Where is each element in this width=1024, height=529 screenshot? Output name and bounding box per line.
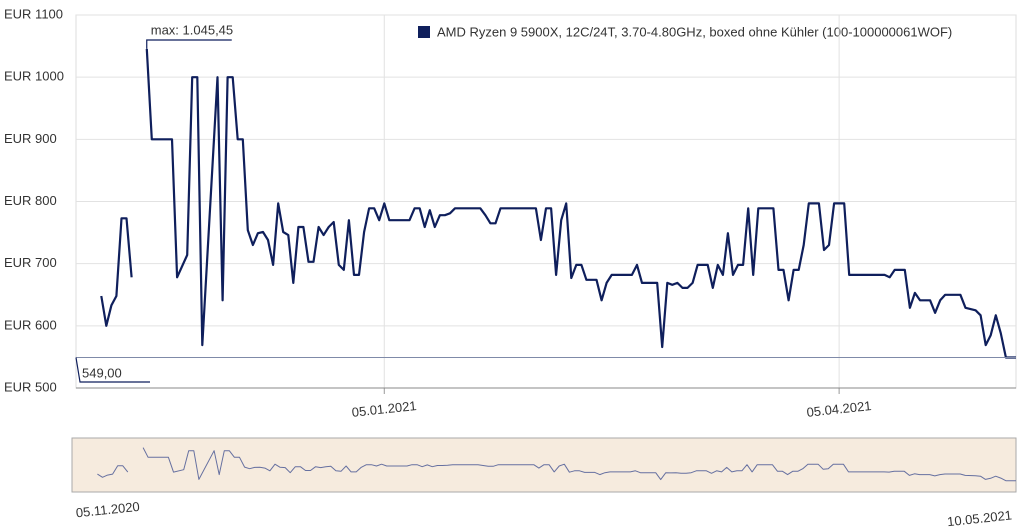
navigator-start-label: 05.11.2020	[75, 499, 140, 521]
y-tick-label: EUR 700	[4, 255, 57, 270]
legend: AMD Ryzen 9 5900X, 12C/24T, 3.70-4.80GHz…	[418, 24, 952, 39]
navigator-end-label: 10.05.2021	[946, 507, 1012, 529]
y-tick-label: EUR 800	[4, 193, 57, 208]
navigator-line	[97, 447, 1016, 482]
max-marker	[146, 39, 232, 49]
max-label: max: 1.045,45	[151, 22, 233, 37]
y-tick-label: EUR 600	[4, 317, 57, 332]
y-tick-label: EUR 1100	[4, 6, 63, 21]
x-tick-label: 05.01.2021	[351, 398, 417, 420]
legend-label: AMD Ryzen 9 5900X, 12C/24T, 3.70-4.80GHz…	[437, 24, 952, 39]
min-label: 549,00	[82, 365, 122, 380]
y-tick-label: EUR 1000	[4, 69, 64, 84]
legend-swatch	[418, 26, 430, 38]
min-marker	[75, 357, 150, 383]
price-line	[100, 48, 1016, 359]
y-tick-label: EUR 900	[4, 131, 57, 146]
x-tick-label: 05.04.2021	[806, 398, 872, 420]
y-tick-label: EUR 500	[4, 379, 57, 394]
navigator[interactable]	[71, 437, 1017, 493]
